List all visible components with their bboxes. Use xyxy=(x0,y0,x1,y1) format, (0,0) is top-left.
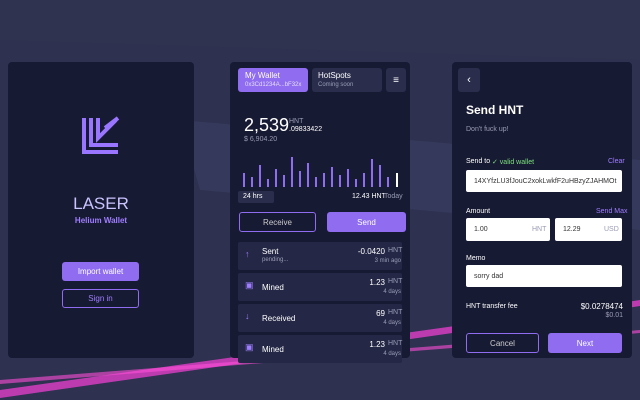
back-button[interactable]: ‹ xyxy=(458,68,480,92)
field-label: Send to xyxy=(466,158,491,165)
transaction-unit: HNT xyxy=(388,309,403,316)
tab-title: My Wallet xyxy=(245,71,280,80)
tab-title: HotSpots xyxy=(318,71,351,80)
transaction-label: Received xyxy=(262,314,296,323)
period-label: Today xyxy=(384,193,403,200)
activity-bars xyxy=(243,157,398,187)
transaction-icon: ▣ xyxy=(245,280,254,290)
period: 24 hrs xyxy=(243,193,263,200)
transaction-amount: 69 xyxy=(376,309,385,318)
send-button[interactable]: Send xyxy=(327,212,406,232)
unit: USD xyxy=(604,226,619,233)
field-label: Memo xyxy=(466,255,486,262)
transaction-time: 4 days xyxy=(383,320,401,326)
unit: HNT xyxy=(532,226,547,233)
transaction-unit: HNT xyxy=(388,247,403,254)
amount-usd-input[interactable]: 12.29 xyxy=(555,218,622,241)
balance-unit: HNT xyxy=(289,118,304,125)
tab-subtitle: 0x3Cd1234A...bF32x xyxy=(245,82,302,88)
amount-hnt-input[interactable]: 1.00 xyxy=(466,218,550,241)
valid-status: ✓ valid wallet xyxy=(492,159,535,166)
transaction-icon: ↑ xyxy=(245,249,250,259)
field-label: Amount xyxy=(466,208,491,215)
balance: 2,539 xyxy=(244,115,290,135)
transaction-row[interactable] xyxy=(238,273,402,301)
tab[interactable] xyxy=(238,68,308,92)
receive-button[interactable]: Receive xyxy=(239,212,316,232)
transaction-icon: ↓ xyxy=(245,311,250,321)
transaction-amount: -0.0420 xyxy=(357,247,385,256)
tab[interactable] xyxy=(312,68,382,92)
transaction-label: Mined xyxy=(262,345,284,354)
send-title: Send HNT xyxy=(466,103,524,117)
welcome-panel xyxy=(8,62,194,358)
transaction-time: 4 days xyxy=(383,289,401,295)
period-total: 12.43 HNT xyxy=(352,193,386,200)
cancel-button[interactable]: Cancel xyxy=(466,333,539,353)
next-button[interactable]: Next xyxy=(548,333,622,353)
transaction-unit: HNT xyxy=(388,340,403,347)
balance-usd: $ 6,904.20 xyxy=(244,136,278,143)
transaction-row[interactable] xyxy=(238,304,402,332)
transaction-sub: pending... xyxy=(262,257,289,263)
send-subtitle: Don't fuck up! xyxy=(466,126,509,133)
clear-link[interactable]: Clear xyxy=(608,158,625,165)
transaction-row[interactable] xyxy=(238,242,402,270)
balance-fraction: .09833422 xyxy=(289,126,323,133)
memo-input[interactable]: sorry dad xyxy=(466,265,622,287)
logo xyxy=(82,116,120,154)
import-button[interactable]: Import wallet xyxy=(62,262,139,281)
app-title: LASER xyxy=(73,194,129,213)
transaction-time: 3 min ago xyxy=(374,258,401,264)
transaction-icon: ▣ xyxy=(245,342,254,352)
fee-usd: $0.01 xyxy=(605,312,623,319)
signin-button[interactable]: Sign in xyxy=(62,289,139,308)
transaction-amount: 1.23 xyxy=(369,278,385,287)
fee-hnt: $0.0278474 xyxy=(580,302,623,311)
transaction-time: 4 days xyxy=(383,351,401,357)
send-max-link[interactable]: Send Max xyxy=(596,208,628,215)
address-input[interactable]: 14XYfzLU3fJouC2xokLwkfF2uHBzyZJAHMOt xyxy=(466,170,622,192)
transaction-label: Sent xyxy=(262,247,279,256)
send-panel xyxy=(452,62,632,358)
tab-subtitle: Coming soon xyxy=(318,82,354,88)
period-select[interactable] xyxy=(238,191,274,203)
transaction-amount: 1.23 xyxy=(369,340,385,349)
fee-label: HNT transfer fee xyxy=(466,303,518,310)
transaction-row[interactable] xyxy=(238,335,402,363)
transaction-unit: HNT xyxy=(388,278,403,285)
app-subtitle: Helium Wallet xyxy=(74,216,128,225)
menu-button[interactable]: ≡ xyxy=(386,68,406,92)
transaction-label: Mined xyxy=(262,283,284,292)
